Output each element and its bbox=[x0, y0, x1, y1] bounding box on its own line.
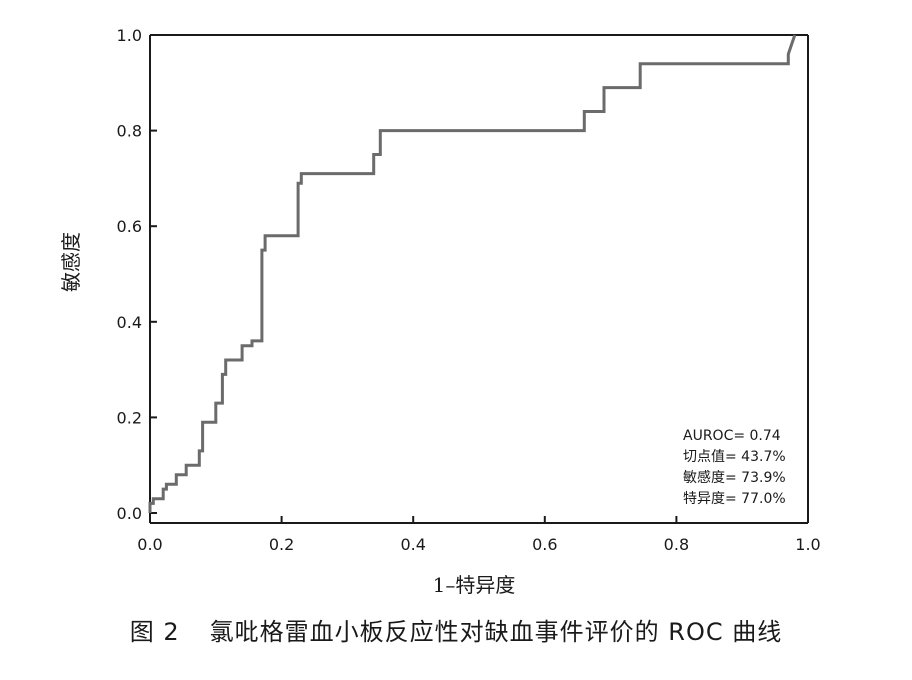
figure-number: 图 2 bbox=[129, 618, 180, 646]
series-layer bbox=[148, 34, 797, 513]
sensitivity-annotation: 敏感度= 73.9% bbox=[683, 469, 786, 486]
y-tick-label: 0.6 bbox=[117, 217, 142, 236]
figure-caption-text: 氯吡格雷血小板反应性对缺血事件评价的 ROC 曲线 bbox=[209, 618, 783, 646]
specificity-annotation: 特异度= 77.0% bbox=[683, 491, 786, 507]
y-tick-label: 0.8 bbox=[117, 122, 142, 141]
x-tick-label: 0.2 bbox=[269, 535, 294, 554]
cutoff-annotation: 切点值= 43.7% bbox=[683, 449, 786, 465]
roc-chart: 0.0 0.2 0.4 0.6 0.8 1.0 0.0 0.2 0.4 0.6 0.8 1.0 AU… bbox=[59, 26, 821, 597]
y-tick-label: 0.4 bbox=[117, 313, 142, 332]
x-tick-label: 0.0 bbox=[137, 535, 162, 554]
roc-curve bbox=[148, 34, 797, 513]
y-tick-label: 1.0 bbox=[117, 26, 142, 45]
x-tick-label: 0.8 bbox=[664, 535, 689, 554]
x-tick-label: 1.0 bbox=[795, 535, 820, 554]
plot-frame bbox=[149, 34, 809, 524]
y-tick-label: 0.2 bbox=[117, 408, 142, 427]
figure-caption: 图 2 氯吡格雷血小板反应性对缺血事件评价的 ROC 曲线 bbox=[0, 612, 912, 647]
y-tick-label: 0.0 bbox=[117, 504, 142, 523]
roc-statistics: AUROC= 0.74 切点值= 43.7% 敏感度= 73.9% 特异度= 7… bbox=[683, 428, 786, 507]
x-tick-label: 0.4 bbox=[400, 535, 425, 554]
y-axis-title: 敏感度 bbox=[59, 232, 83, 292]
y-ticks: 0.0 0.2 0.4 0.6 0.8 1.0 bbox=[117, 26, 157, 523]
auroc-annotation: AUROC= 0.74 bbox=[683, 428, 781, 444]
x-axis-title: 1–特异度 bbox=[433, 573, 516, 597]
x-tick-label: 0.6 bbox=[532, 535, 557, 554]
x-ticks: 0.0 0.2 0.4 0.6 0.8 1.0 bbox=[137, 516, 821, 554]
